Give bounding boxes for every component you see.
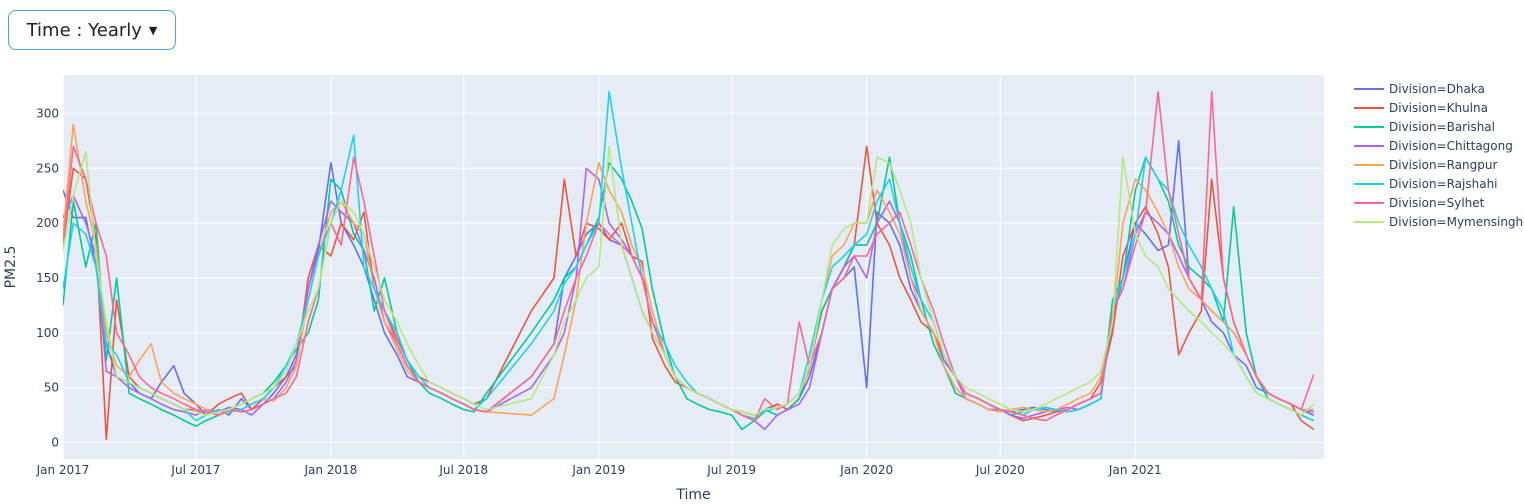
y-tick-label: 50 [44, 381, 59, 395]
legend-item[interactable]: Division=Rangpur [1354, 158, 1497, 172]
y-tick-label: 300 [36, 106, 59, 120]
y-tick-label: 0 [51, 436, 59, 450]
legend: Division=Dhaka Division=Khulna Division=Ba… [1354, 82, 1523, 229]
legend-item[interactable]: Division=Rajshahi [1354, 177, 1498, 191]
x-tick-label: Jan 2020 [839, 463, 893, 477]
grid-lines [62, 75, 1324, 459]
x-tick-label: Jan 2021 [1108, 463, 1162, 477]
x-tick-label: Jul 2017 [170, 463, 220, 477]
legend-label: Division=Khulna [1389, 101, 1488, 115]
caret-down-icon: ▼ [148, 23, 158, 37]
y-tick-label: 150 [36, 271, 59, 285]
y-axis-ticks: 0 50 100 150 200 250 300 [36, 106, 59, 449]
x-axis-ticks: Jan 2017 Jul 2017 Jan 2018 Jul 2018 Jan 2019… [36, 463, 1162, 477]
time-dropdown[interactable]: Time : Yearly ▼ [8, 10, 176, 50]
y-axis-title: PM2.5 [3, 246, 19, 289]
legend-item[interactable]: Division=Barishal [1354, 120, 1495, 134]
legend-item[interactable]: Division=Khulna [1354, 101, 1488, 115]
x-tick-label: Jul 2019 [706, 463, 756, 477]
y-tick-label: 100 [36, 326, 59, 340]
y-tick-label: 200 [36, 216, 59, 230]
legend-item[interactable]: Division=Sylhet [1354, 196, 1485, 210]
x-tick-label: Jul 2018 [438, 463, 488, 477]
x-axis-title: Time [675, 487, 710, 503]
x-tick-label: Jan 2019 [571, 463, 625, 477]
legend-item[interactable]: Division=Mymensingh [1354, 215, 1523, 229]
time-dropdown-label: Time : Yearly [26, 19, 142, 41]
legend-item[interactable]: Division=Chittagong [1354, 139, 1513, 153]
x-tick-label: Jan 2017 [36, 463, 90, 477]
legend-label: Division=Mymensingh [1389, 215, 1523, 229]
plot-area [63, 75, 1324, 459]
x-tick-label: Jul 2020 [975, 463, 1025, 477]
legend-item[interactable]: Division=Dhaka [1354, 82, 1485, 96]
series-layer [63, 90, 1315, 441]
legend-label: Division=Rajshahi [1389, 177, 1498, 191]
legend-label: Division=Sylhet [1389, 196, 1485, 210]
legend-label: Division=Barishal [1389, 120, 1495, 134]
series-line[interactable] [63, 145, 1315, 416]
y-tick-label: 250 [36, 161, 59, 175]
legend-label: Division=Rangpur [1389, 158, 1497, 172]
x-tick-label: Jan 2018 [303, 463, 357, 477]
legend-label: Division=Dhaka [1389, 82, 1485, 96]
legend-label: Division=Chittagong [1389, 139, 1513, 153]
